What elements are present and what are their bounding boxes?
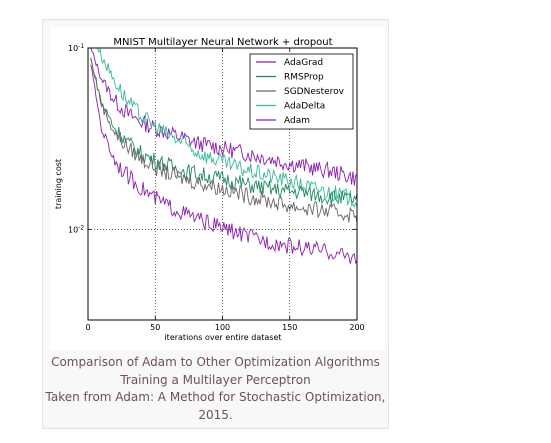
- series-line-sgdnesterov: [90, 58, 357, 223]
- legend-label: AdaDelta: [284, 102, 325, 112]
- x-tick-label: 200: [349, 323, 364, 332]
- legend-label: SGDNesterov: [284, 87, 345, 97]
- legend-box: [249, 53, 354, 130]
- x-tick-label: 150: [282, 323, 297, 332]
- caption-line: Taken from Adam: A Method for Stochastic…: [45, 390, 386, 404]
- series-line-adadelta: [96, 48, 357, 209]
- caption-line: 2015.: [198, 407, 233, 422]
- y-axis-label: training cost: [54, 159, 63, 209]
- legend-label: AdaGrad: [284, 58, 323, 68]
- legend-label: RMSProp: [284, 73, 324, 83]
- x-axis-label: iterations over entire dataset: [164, 333, 281, 342]
- axis-ticks: 0 50 100 150 200 10-1 10-2: [68, 43, 365, 332]
- chart-title: MNIST Multilayer Neural Network + dropou…: [113, 37, 332, 48]
- x-tick-label: 50: [150, 323, 160, 332]
- figure-caption: Comparison of Adam to Other Optimization…: [44, 354, 387, 424]
- y-tick-label: 10-2: [68, 224, 84, 234]
- legend-label: Adam: [284, 116, 310, 126]
- series-line-rmsprop: [90, 57, 357, 206]
- x-tick-label: 100: [215, 323, 230, 332]
- caption-line: Training a Multilayer Perceptron: [120, 372, 311, 387]
- legend: AdaGrad RMSProp SGDNesterov AdaDelta Adam: [249, 53, 354, 130]
- series-lines: [90, 48, 357, 265]
- series-line-adam: [90, 64, 357, 265]
- x-tick-label: 0: [85, 323, 90, 332]
- series-line-adagrad: [90, 48, 357, 186]
- caption-line: Comparison of Adam to Other Optimization…: [51, 355, 380, 369]
- y-tick-label: 10-1: [68, 43, 84, 53]
